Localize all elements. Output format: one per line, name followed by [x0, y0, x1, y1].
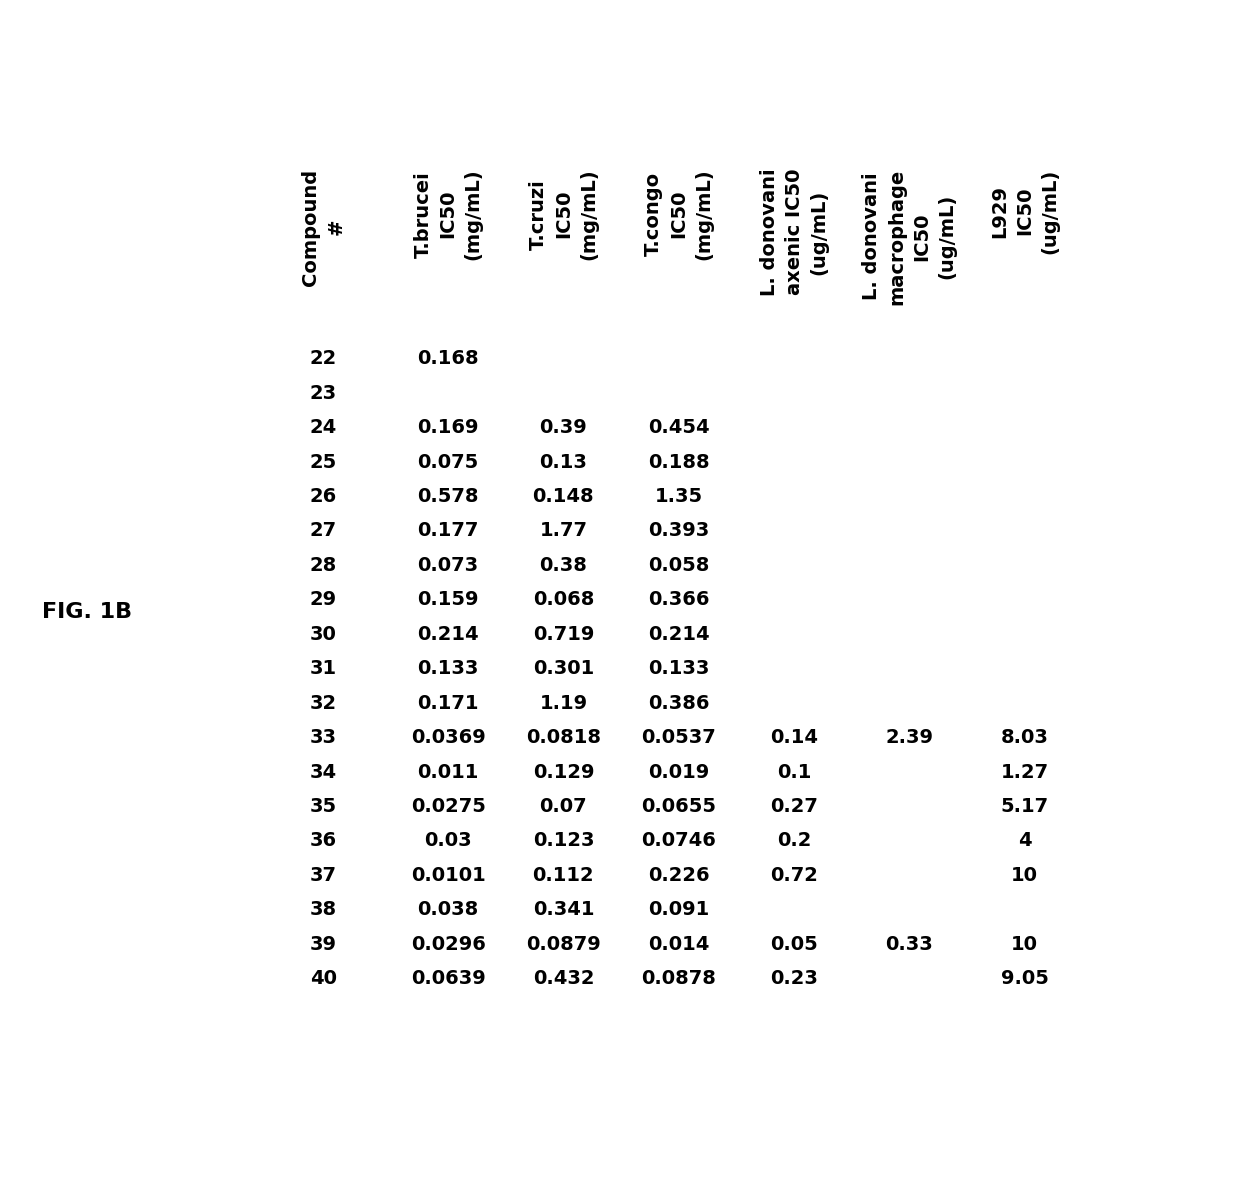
Text: 0.27: 0.27 — [770, 797, 818, 816]
Text: 0.159: 0.159 — [418, 591, 479, 610]
Text: 0.133: 0.133 — [649, 659, 709, 678]
Text: 0.0275: 0.0275 — [410, 797, 486, 816]
Text: 0.07: 0.07 — [539, 797, 588, 816]
Text: 0.13: 0.13 — [539, 453, 588, 472]
Text: T.congo
IC50
(mg/mL): T.congo IC50 (mg/mL) — [645, 168, 713, 260]
Text: 0.112: 0.112 — [533, 866, 594, 885]
Text: 0.0537: 0.0537 — [641, 729, 717, 747]
Text: 38: 38 — [310, 900, 337, 919]
Text: 1.27: 1.27 — [1001, 763, 1049, 782]
Text: 0.0101: 0.0101 — [410, 866, 486, 885]
Text: 0.39: 0.39 — [539, 418, 588, 437]
Text: T.brucei
IC50
(mg/mL): T.brucei IC50 (mg/mL) — [414, 168, 482, 260]
Text: 0.0878: 0.0878 — [641, 969, 717, 989]
Text: 0.05: 0.05 — [770, 935, 818, 953]
Text: 28: 28 — [310, 556, 337, 574]
Text: 30: 30 — [310, 625, 336, 644]
Text: 0.188: 0.188 — [649, 453, 709, 472]
Text: 0.301: 0.301 — [533, 659, 594, 678]
Text: T.cruzi
IC50
(mg/mL): T.cruzi IC50 (mg/mL) — [529, 168, 598, 260]
Text: 0.123: 0.123 — [533, 831, 594, 851]
Text: 0.0296: 0.0296 — [410, 935, 486, 953]
Text: 0.0818: 0.0818 — [526, 729, 601, 747]
Text: 0.129: 0.129 — [533, 763, 594, 782]
Text: 0.019: 0.019 — [649, 763, 709, 782]
Text: 0.386: 0.386 — [649, 693, 709, 712]
Text: 37: 37 — [310, 866, 337, 885]
Text: 0.169: 0.169 — [418, 418, 479, 437]
Text: 10: 10 — [1011, 935, 1038, 953]
Text: 33: 33 — [310, 729, 337, 747]
Text: 0.226: 0.226 — [649, 866, 709, 885]
Text: 0.148: 0.148 — [533, 487, 594, 506]
Text: 0.214: 0.214 — [418, 625, 479, 644]
Text: 0.38: 0.38 — [539, 556, 588, 574]
Text: 0.073: 0.073 — [418, 556, 479, 574]
Text: 0.0655: 0.0655 — [641, 797, 717, 816]
Text: 0.14: 0.14 — [770, 729, 818, 747]
Text: 0.177: 0.177 — [418, 521, 479, 540]
Text: 5.17: 5.17 — [1001, 797, 1049, 816]
Text: 0.058: 0.058 — [649, 556, 709, 574]
Text: 1.35: 1.35 — [655, 487, 703, 506]
Text: 36: 36 — [310, 831, 337, 851]
Text: 0.091: 0.091 — [649, 900, 709, 919]
Text: 0.366: 0.366 — [649, 591, 709, 610]
Text: 0.0879: 0.0879 — [526, 935, 601, 953]
Text: 0.0369: 0.0369 — [410, 729, 486, 747]
Text: 0.038: 0.038 — [418, 900, 479, 919]
Text: 26: 26 — [310, 487, 337, 506]
Text: 0.432: 0.432 — [533, 969, 594, 989]
Text: L929
IC50
(ug/mL): L929 IC50 (ug/mL) — [991, 168, 1059, 254]
Text: 4: 4 — [1018, 831, 1032, 851]
Text: 29: 29 — [310, 591, 337, 610]
Text: 0.719: 0.719 — [533, 625, 594, 644]
Text: 9.05: 9.05 — [1001, 969, 1049, 989]
Text: 8.03: 8.03 — [1001, 729, 1049, 747]
Text: 35: 35 — [310, 797, 337, 816]
Text: 23: 23 — [310, 384, 337, 403]
Text: 0.2: 0.2 — [777, 831, 811, 851]
Text: 0.393: 0.393 — [649, 521, 709, 540]
Text: 0.168: 0.168 — [418, 350, 479, 368]
Text: 24: 24 — [310, 418, 337, 437]
Text: 2.39: 2.39 — [885, 729, 934, 747]
Text: 0.0639: 0.0639 — [410, 969, 486, 989]
Text: 25: 25 — [310, 453, 337, 472]
Text: 0.075: 0.075 — [418, 453, 479, 472]
Text: 0.341: 0.341 — [533, 900, 594, 919]
Text: L. donovani
macrophage
IC50
(ug/mL): L. donovani macrophage IC50 (ug/mL) — [862, 168, 956, 305]
Text: 0.72: 0.72 — [770, 866, 818, 885]
Text: 32: 32 — [310, 693, 337, 712]
Text: L. donovani
axenic IC50
(ug/mL): L. donovani axenic IC50 (ug/mL) — [760, 168, 828, 297]
Text: 27: 27 — [310, 521, 337, 540]
Text: 0.1: 0.1 — [777, 763, 811, 782]
Text: 0.014: 0.014 — [649, 935, 709, 953]
Text: 0.454: 0.454 — [649, 418, 709, 437]
Text: 40: 40 — [310, 969, 337, 989]
Text: 0.578: 0.578 — [418, 487, 479, 506]
Text: 0.068: 0.068 — [533, 591, 594, 610]
Text: 22: 22 — [310, 350, 337, 368]
Text: 10: 10 — [1011, 866, 1038, 885]
Text: 0.23: 0.23 — [770, 969, 818, 989]
Text: 39: 39 — [310, 935, 337, 953]
Text: Compound
#: Compound # — [301, 168, 345, 286]
Text: 0.03: 0.03 — [424, 831, 472, 851]
Text: 1.77: 1.77 — [539, 521, 588, 540]
Text: 1.19: 1.19 — [539, 693, 588, 712]
Text: 0.0746: 0.0746 — [641, 831, 717, 851]
Text: 0.214: 0.214 — [649, 625, 709, 644]
Text: 0.171: 0.171 — [418, 693, 479, 712]
Text: 0.133: 0.133 — [418, 659, 479, 678]
Text: 34: 34 — [310, 763, 337, 782]
Text: 31: 31 — [310, 659, 337, 678]
Text: 0.33: 0.33 — [885, 935, 934, 953]
Text: FIG. 1B: FIG. 1B — [42, 603, 131, 621]
Text: 0.011: 0.011 — [418, 763, 479, 782]
